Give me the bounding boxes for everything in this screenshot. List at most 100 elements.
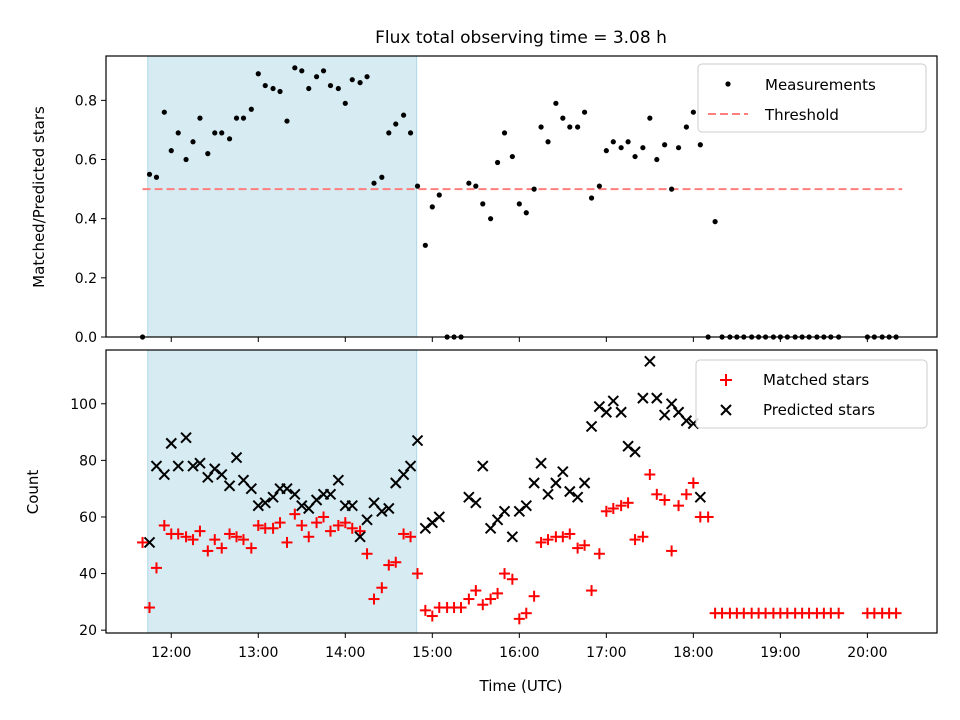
predicted-star-point bbox=[542, 488, 554, 501]
predicted-star-point bbox=[165, 437, 177, 450]
x-tick-label: 12:00 bbox=[151, 645, 191, 661]
top-x-axis-ticks bbox=[170, 337, 868, 342]
measurement-point bbox=[488, 216, 494, 222]
matched-star-point bbox=[202, 545, 214, 557]
measurement-point bbox=[233, 115, 240, 121]
measurement-point bbox=[473, 183, 479, 189]
matched-star-point bbox=[194, 525, 206, 537]
measurement-point bbox=[581, 109, 588, 115]
y-tick-label: 80 bbox=[79, 453, 97, 469]
matched-star-point bbox=[557, 531, 569, 543]
matched-star-point bbox=[426, 610, 438, 622]
matched-star-point bbox=[187, 534, 199, 546]
predicted-star-point bbox=[194, 457, 206, 469]
measurement-point bbox=[349, 77, 355, 83]
predicted-star-point bbox=[557, 465, 569, 478]
predicted-star-point bbox=[585, 420, 598, 433]
matched-star-point bbox=[224, 528, 236, 540]
measurement-point bbox=[567, 124, 573, 130]
measurement-point bbox=[516, 201, 522, 207]
measurement-point bbox=[299, 68, 305, 74]
predicted-star-point bbox=[498, 505, 511, 518]
measurement-point bbox=[357, 80, 363, 86]
bottom-legend-box bbox=[695, 359, 928, 429]
x-tick-label: 14:00 bbox=[325, 645, 365, 661]
matched-star-point bbox=[564, 528, 576, 540]
matched-star-point bbox=[158, 519, 170, 531]
measurement-point bbox=[596, 183, 602, 189]
measurement-point bbox=[292, 65, 298, 71]
bottom-panel: 20 40 60 80 100 12:00 13:00 14:00 15:00 16:00 17:… bbox=[24, 349, 938, 695]
measurement-point bbox=[436, 192, 442, 198]
matched-star-point bbox=[274, 517, 286, 529]
x-axis-label: Time (UTC) bbox=[479, 677, 563, 695]
matched-star-point bbox=[311, 517, 323, 529]
predicted-star-point bbox=[383, 502, 395, 515]
predicted-star-point bbox=[535, 457, 547, 469]
matched-star-point bbox=[144, 602, 156, 614]
measurement-point bbox=[371, 180, 377, 186]
measurement-point bbox=[429, 204, 435, 210]
matched-star-point bbox=[528, 590, 540, 602]
predicted-star-point bbox=[694, 491, 707, 503]
predicted-star-point bbox=[578, 477, 591, 489]
matched-star-point bbox=[586, 585, 598, 597]
matched-star-point bbox=[180, 531, 192, 543]
matched-star-point bbox=[137, 536, 149, 548]
measurement-point bbox=[270, 85, 276, 92]
predicted-star-point bbox=[607, 395, 620, 407]
matched-star-point bbox=[513, 613, 525, 625]
matched-star-point bbox=[368, 593, 380, 605]
predicted-star-point bbox=[528, 477, 540, 489]
predicted-star-point bbox=[259, 497, 271, 509]
matched-star-point bbox=[659, 494, 671, 506]
measurement-point bbox=[335, 85, 341, 92]
matched-star-point bbox=[687, 477, 699, 489]
predicted-star-point bbox=[245, 482, 258, 495]
predicted-star-point bbox=[187, 460, 199, 472]
predicted-star-point bbox=[550, 477, 562, 489]
matched-star-point bbox=[492, 587, 504, 599]
x-tick-label: 20:00 bbox=[847, 645, 887, 661]
matched-star-point bbox=[281, 536, 293, 548]
bottom-y-axis-ticks: 20 40 60 80 100 bbox=[70, 397, 106, 639]
matched-star-point bbox=[673, 500, 685, 512]
matched-star-point bbox=[572, 542, 584, 554]
matched-star-point bbox=[463, 593, 475, 605]
predicted-star-point bbox=[491, 514, 504, 526]
predicted-star-point bbox=[564, 485, 576, 498]
predicted-star-point bbox=[506, 531, 519, 543]
matched-star-point bbox=[629, 534, 641, 546]
measurement-point bbox=[197, 115, 203, 121]
measurement-point bbox=[190, 139, 196, 145]
y-tick-label: 60 bbox=[79, 510, 97, 526]
legend-matched-marker bbox=[720, 374, 732, 386]
measurement-point bbox=[219, 130, 225, 136]
measurement-point bbox=[531, 186, 537, 192]
matched-star-point bbox=[303, 531, 315, 543]
matched-star-point bbox=[607, 502, 619, 514]
predicted-star-point bbox=[281, 482, 293, 495]
measurement-point bbox=[625, 139, 631, 145]
measurement-point bbox=[588, 195, 595, 201]
matched-star-point bbox=[579, 539, 591, 551]
predicted-star-point bbox=[470, 497, 482, 509]
matched-star-point bbox=[209, 534, 221, 546]
predicted-star-point bbox=[223, 480, 236, 492]
measurement-point bbox=[379, 174, 385, 180]
measurement-point bbox=[683, 124, 689, 130]
matched-star-point bbox=[485, 593, 497, 605]
measurement-point bbox=[538, 124, 544, 130]
predicted-star-point bbox=[397, 468, 410, 481]
y-tick-label: 0.6 bbox=[75, 153, 97, 169]
matched-star-point bbox=[354, 525, 366, 537]
bottom-x-axis-ticks: 12:00 13:00 14:00 15:00 16:00 17:00 18:00 19:00… bbox=[151, 633, 888, 661]
measurement-point bbox=[712, 219, 718, 225]
measurement-point bbox=[400, 112, 407, 118]
x-tick-label: 19:00 bbox=[760, 645, 800, 661]
matched-star-point bbox=[245, 542, 257, 554]
matched-star-point bbox=[398, 528, 410, 540]
measurement-point bbox=[618, 145, 624, 151]
bottom-legend: Matched stars Predicted stars bbox=[695, 359, 928, 429]
y-tick-label: 100 bbox=[70, 397, 97, 413]
